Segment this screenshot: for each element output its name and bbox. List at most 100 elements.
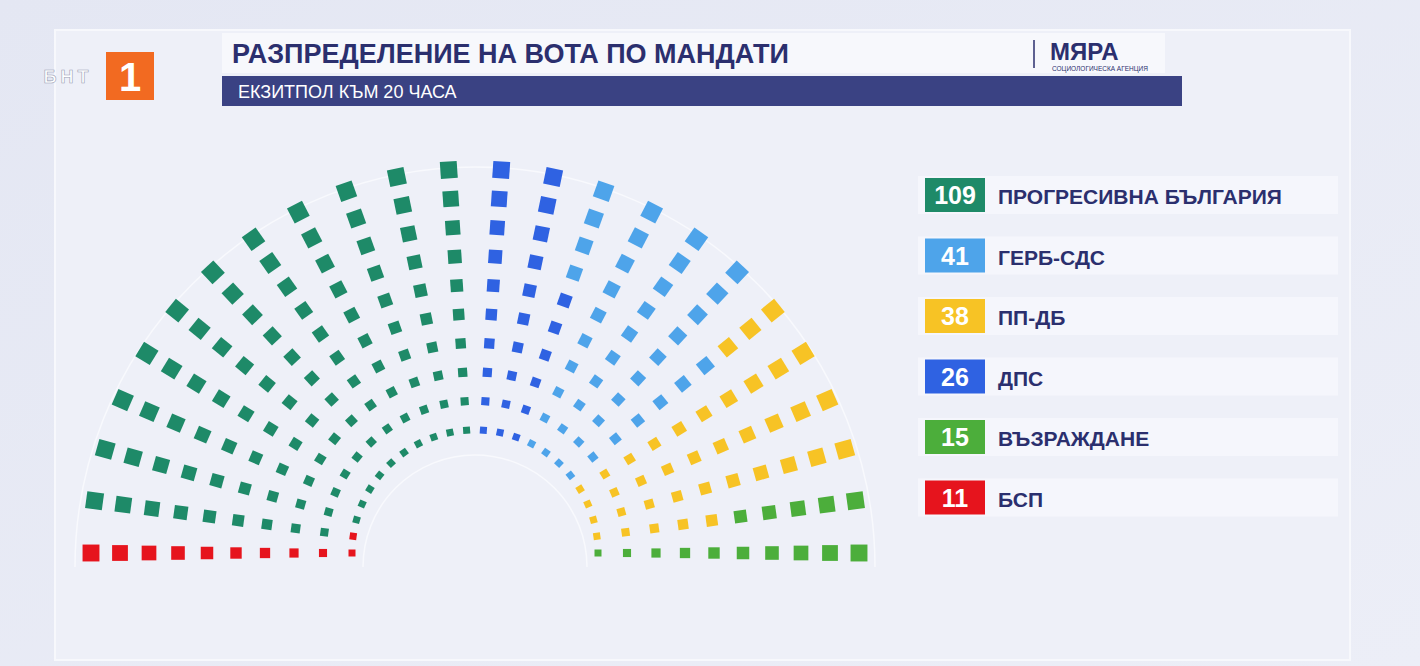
seat [237,405,254,422]
seat [349,550,356,557]
seat [687,304,708,325]
seat [548,321,563,336]
seat [414,439,423,448]
seat [767,358,789,380]
seat [259,252,281,274]
seat [221,438,237,454]
seat [621,325,638,342]
seat [347,374,361,388]
legend-swatch [925,360,985,394]
seat [365,484,375,494]
seat [312,325,329,342]
seat [166,413,185,432]
seat [602,280,620,298]
seat [517,312,530,325]
seat [851,545,868,562]
seat [263,326,282,345]
legend: 109ПРОГРЕСИВНА БЪЛГАРИЯ41ГЕРБ-СДС38ПП-ДБ… [918,176,1338,517]
seat [305,413,319,427]
seat [587,451,598,462]
broadcaster-logo-text: БНТ [44,67,93,87]
seat [753,464,770,481]
seat [762,505,777,520]
seat [324,507,334,517]
seat [538,196,557,215]
root: БНТ 1 РАЗПРЕДЕЛЕНИЕ НА ВОТА ПО МАНДАТИ МЯРА… [0,0,1420,666]
seat [165,299,189,323]
seat [201,260,225,284]
hemicycle-inner-outline [363,455,587,567]
seat [173,505,188,520]
legend-row [918,297,1338,335]
legend-label: ПРОГРЕСИВНА БЪЛГАРИЯ [998,185,1282,208]
seat [144,500,161,517]
seat [584,208,604,228]
seat [400,225,417,242]
seat [822,545,838,561]
seat [522,283,537,298]
seat [671,421,687,437]
seat [492,161,510,179]
seat [352,515,361,524]
seat [719,389,738,408]
seat [649,523,659,533]
seat [400,413,411,424]
seat [366,436,377,447]
seat [377,292,393,308]
seat [713,438,729,454]
title-divider [1033,40,1035,68]
seat [387,167,407,187]
seat [605,350,621,366]
seat [315,254,335,274]
seat [420,312,433,325]
seat [573,399,586,412]
seat [705,514,718,527]
seat [640,201,663,224]
seat [186,374,206,394]
seat [212,389,231,408]
seat [303,475,315,487]
data-label: 38 [941,302,969,330]
seat [695,405,712,422]
seat [445,220,461,236]
seat [248,450,263,465]
seat [340,468,351,479]
legend-row [918,418,1338,456]
seat [429,433,438,442]
seat [533,225,550,242]
seat [301,227,322,248]
seat [357,333,372,348]
seat [336,180,358,202]
broadcaster-logo-number: 1 [119,55,141,99]
legend-label: БСП [998,488,1043,511]
seat [314,453,327,466]
seat [637,301,656,320]
broadcaster-logo-box [106,52,154,100]
seat [554,458,564,468]
seat [496,428,504,436]
seat [287,201,310,224]
seat [393,196,412,215]
seat [565,470,575,480]
seat [589,515,598,524]
title: РАЗПРЕДЕЛЕНИЕ НА ВОТА ПО МАНДАТИ [232,39,789,69]
seat [235,356,254,375]
seat [575,484,585,494]
seat [780,456,798,474]
seat [367,264,384,281]
seat [790,500,807,517]
seat [346,208,366,228]
seat [399,448,409,458]
seat [356,236,375,255]
seat [112,545,128,561]
seat [652,394,668,410]
agency-logo: МЯРА [1050,38,1118,65]
agency-tagline: СОЦИОЛОГИЧЕСКА АГЕНЦИЯ [1052,65,1148,73]
legend-swatch [925,178,985,212]
seat [491,190,508,207]
seat [161,358,183,380]
seat [112,389,134,411]
seat [439,399,449,409]
seat [623,549,631,557]
legend-swatch [925,420,985,454]
